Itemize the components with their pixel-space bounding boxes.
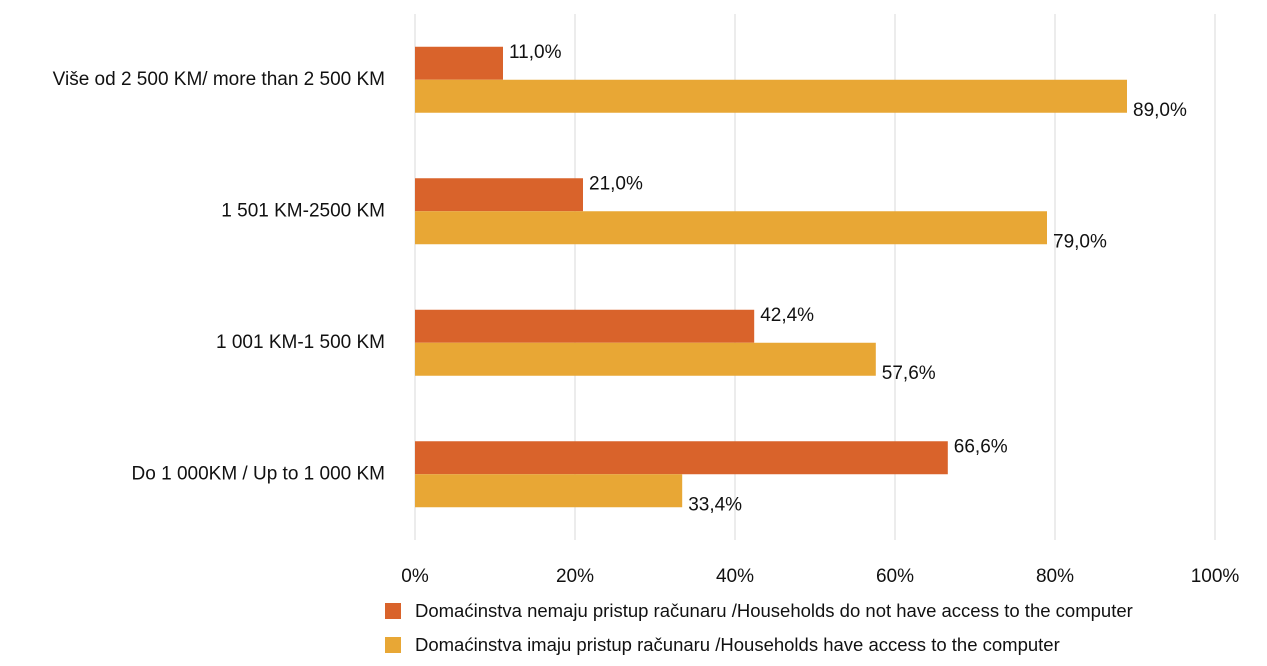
bar <box>415 474 683 508</box>
legend-swatch <box>385 637 401 653</box>
y-tick-label: Do 1 000KM / Up to 1 000 KM <box>132 463 385 484</box>
legend-swatch <box>385 603 401 619</box>
data-label: 33,4% <box>688 494 742 515</box>
data-label: 21,0% <box>589 173 643 194</box>
x-tick-label: 40% <box>716 566 754 587</box>
bar <box>415 178 583 212</box>
bar <box>415 309 755 343</box>
bar <box>415 46 503 80</box>
data-label: 11,0% <box>509 42 562 63</box>
data-label: 89,0% <box>1133 100 1187 121</box>
data-label: 42,4% <box>760 305 814 326</box>
y-tick-label: 1 501 KM-2500 KM <box>221 200 385 221</box>
x-tick-label: 20% <box>556 566 594 587</box>
bar <box>415 441 948 475</box>
legend-label: Domaćinstva imaju pristup računaru /Hous… <box>415 634 1060 655</box>
y-tick-label: 1 001 KM-1 500 KM <box>216 332 385 353</box>
data-label: 66,6% <box>954 436 1008 457</box>
x-tick-label: 0% <box>401 566 429 587</box>
bar <box>415 211 1047 245</box>
data-label: 79,0% <box>1053 231 1107 252</box>
x-tick-label: 80% <box>1036 566 1074 587</box>
x-tick-label: 100% <box>1191 566 1240 587</box>
y-tick-label: Više od 2 500 KM/ more than 2 500 KM <box>53 69 385 90</box>
bar <box>415 342 876 376</box>
data-label: 57,6% <box>882 363 936 384</box>
x-tick-label: 60% <box>876 566 914 587</box>
bar <box>415 79 1127 113</box>
legend-label: Domaćinstva nemaju pristup računaru /Hou… <box>415 600 1133 621</box>
